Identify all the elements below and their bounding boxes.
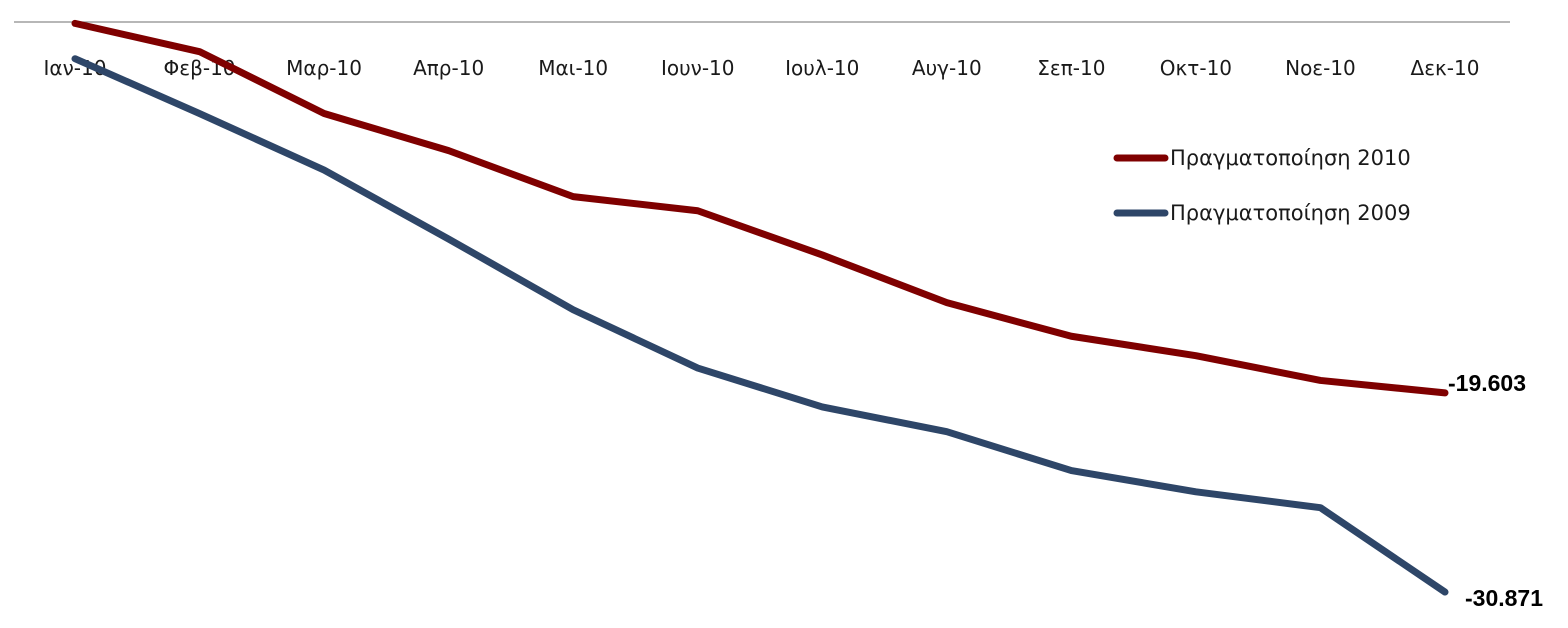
series-lines [71, 19, 1449, 596]
series-line-0 [71, 19, 1449, 397]
end-value-label: -30.871 [1465, 585, 1543, 611]
category-label: Ιουν-10 [661, 56, 735, 80]
category-label: Δεκ-10 [1411, 56, 1480, 80]
end-value-label: -19.603 [1448, 370, 1526, 396]
category-label: Μαι-10 [538, 56, 608, 80]
category-label: Ιουλ-10 [785, 56, 859, 80]
legend-label: Πραγματοποίηση 2009 [1170, 201, 1411, 225]
category-label: Σεπ-10 [1037, 56, 1105, 80]
category-labels: Ιαν-10 Φεβ-10 Μαρ-10 Απρ-10 Μαι-10 Ιουν-10 Ιου… [44, 56, 1480, 80]
category-label: Αυγ-10 [912, 56, 982, 80]
legend-label: Πραγματοποίηση 2010 [1170, 146, 1411, 170]
category-label: Οκτ-10 [1160, 56, 1232, 80]
category-label: Απρ-10 [413, 56, 484, 80]
category-label: Μαρ-10 [286, 56, 362, 80]
legend: Πραγματοποίηση 2010 Πραγματοποίηση 2009 [1113, 146, 1411, 225]
series-line-1 [71, 55, 1449, 596]
category-label: Νοε-10 [1285, 56, 1356, 80]
end-labels: -19.603 -30.871 [1448, 370, 1543, 611]
